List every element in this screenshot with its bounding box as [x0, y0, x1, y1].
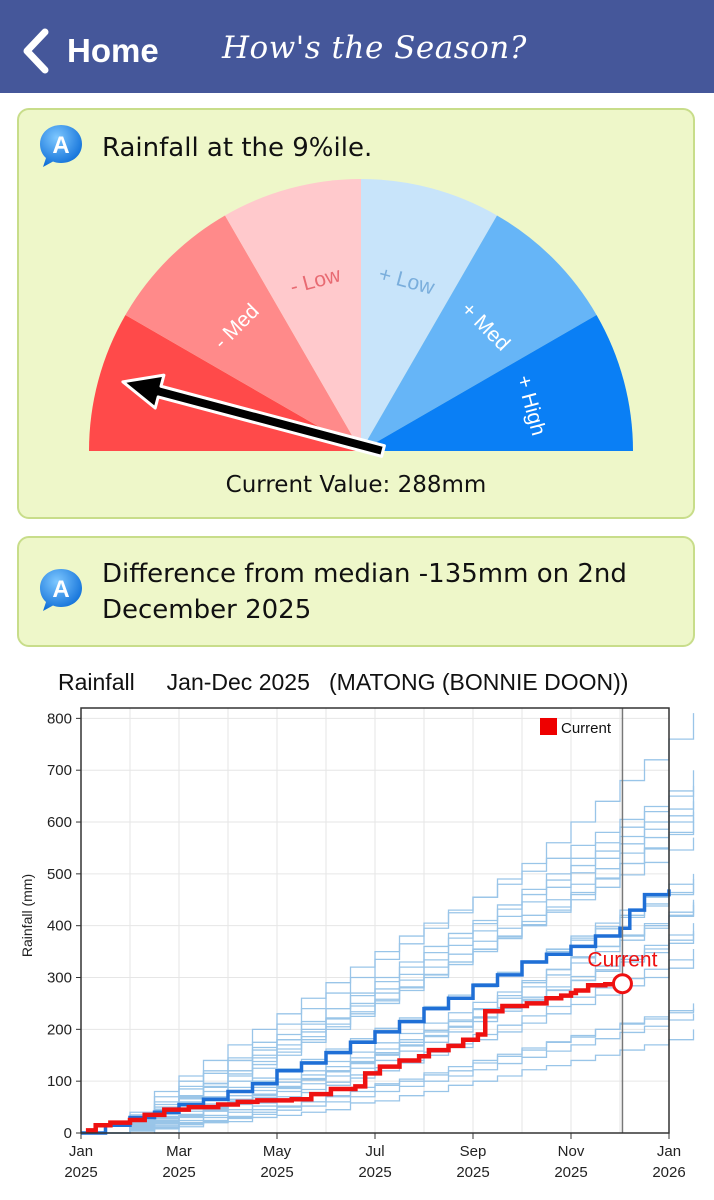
x-tick-label: Nov	[558, 1143, 585, 1160]
y-tick-label: 300	[47, 970, 72, 987]
gauge-segment	[225, 179, 361, 451]
gauge-segment	[361, 315, 633, 451]
current-annotation: Current	[587, 949, 657, 972]
y-tick-label: 700	[47, 762, 72, 779]
speech-bubble-a-icon: A	[40, 569, 82, 611]
y-tick-label: 100	[47, 1073, 72, 1090]
legend-swatch	[540, 718, 557, 735]
percentile-card: A Rainfall at the 9%ile. - Med - Low + Low…	[17, 108, 695, 519]
current-marker	[611, 973, 633, 995]
x-tick-label: 2025	[64, 1164, 97, 1181]
x-tick-label: Sep	[460, 1143, 487, 1160]
x-tick-label: Jan	[69, 1143, 93, 1160]
historical-series-line	[81, 1013, 695, 1134]
x-tick-label: 2026	[652, 1164, 685, 1181]
current-value: Current Value: 288mm	[225, 472, 487, 498]
gauge-needle	[121, 373, 386, 458]
y-tick-label: 800	[47, 710, 72, 727]
x-tick-label: May	[263, 1143, 292, 1160]
current-series-line	[85, 982, 625, 1133]
chevron-left-icon[interactable]	[20, 28, 52, 74]
badge-letter: A	[52, 132, 69, 159]
speech-bubble-a-icon: A	[40, 125, 82, 167]
x-tick-label: 2025	[358, 1164, 391, 1181]
y-tick-label: 500	[47, 866, 72, 883]
gauge-segment	[125, 215, 361, 451]
y-tick-label: 0	[64, 1125, 72, 1142]
y-tick-label: 200	[47, 1021, 72, 1038]
navbar: Home How's the Season?	[0, 0, 714, 93]
gauge-segment	[89, 315, 361, 451]
y-axis-label: Rainfall (mm)	[19, 874, 35, 957]
rainfall-chart: Current 0 100 200 300 400 500 600 700 800 Rainfall…	[19, 707, 695, 1181]
x-tick-label: 2025	[554, 1164, 587, 1181]
badge-letter: A	[52, 576, 69, 603]
gauge-segment	[361, 179, 497, 451]
x-tick-label: Jan	[657, 1143, 681, 1160]
historical-series-line	[81, 923, 695, 1134]
chart-title: Rainfall Jan-Dec 2025 (MATONG (BONNIE DO…	[58, 669, 629, 695]
x-tick-label: Mar	[166, 1143, 192, 1160]
legend-label: Current	[561, 720, 612, 737]
median-text-line2: December 2025	[102, 595, 312, 625]
x-tick-label: 2025	[162, 1164, 195, 1181]
median-text-line1: Difference from median -135mm on 2nd	[102, 559, 627, 589]
historical-series-line	[81, 837, 695, 1134]
page-title: How's the Season?	[222, 30, 527, 66]
x-tick-label: 2025	[260, 1164, 293, 1181]
gauge-segment	[361, 215, 597, 451]
y-tick-label: 400	[47, 918, 72, 935]
historical-series-line	[81, 790, 695, 1134]
x-tick-label: Jul	[365, 1143, 384, 1160]
back-button[interactable]: Home	[67, 32, 159, 69]
x-tick-label: 2025	[456, 1164, 489, 1181]
percentile-gauge: - Med- Low + Low+ Med+ High	[89, 179, 633, 458]
y-tick-label: 600	[47, 814, 72, 831]
chart-legend: Current	[540, 718, 612, 737]
median-card: A Difference from median -135mm on 2nd D…	[17, 536, 695, 647]
historical-series-group	[81, 713, 695, 1134]
card-heading: Rainfall at the 9%ile.	[102, 133, 373, 163]
median-series-line	[81, 889, 671, 1135]
